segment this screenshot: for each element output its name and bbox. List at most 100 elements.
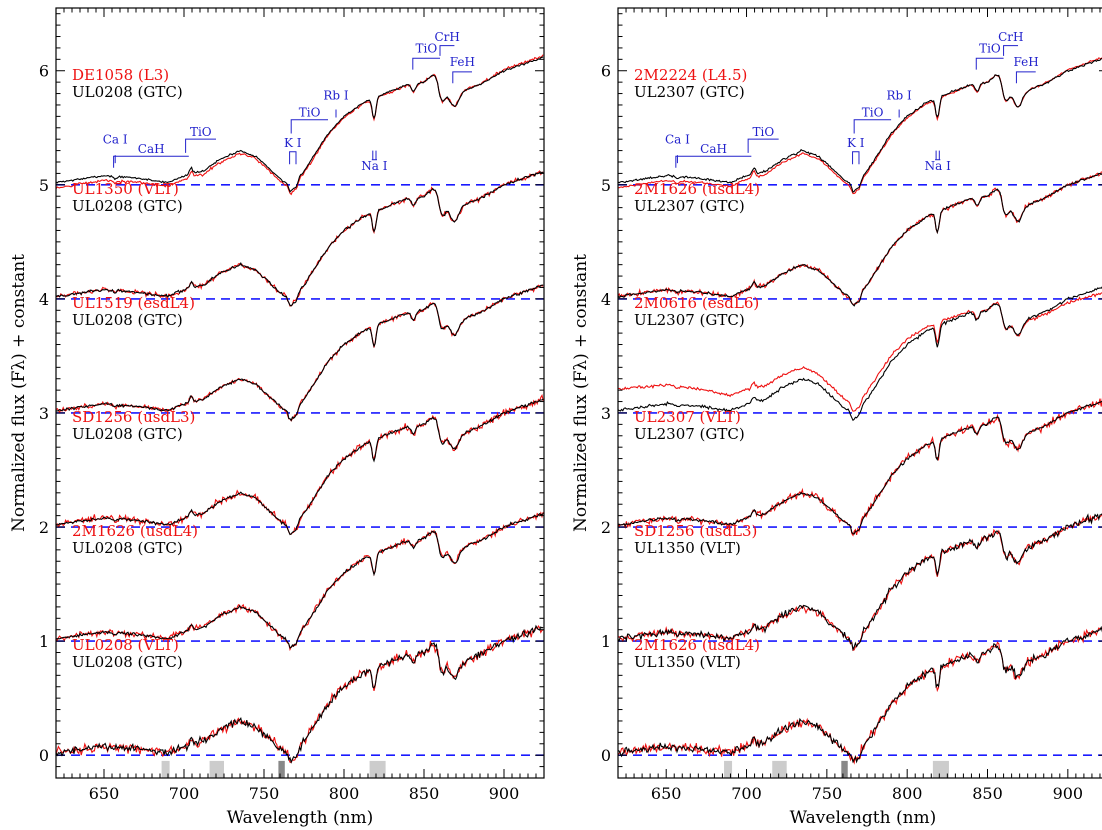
feature-label: TiO: [862, 105, 884, 119]
spectrum-black-4: [56, 171, 544, 307]
feature-label: Na I: [361, 159, 387, 173]
label-black-0: UL0208 (GTC): [72, 653, 183, 671]
feature-7: [975, 57, 1004, 70]
spectrum-black-5: [56, 56, 544, 193]
feature-2: [747, 138, 779, 153]
label-red-2: SD1256 (usdL3): [72, 408, 195, 426]
feature-bracket: [290, 119, 328, 134]
label-red-5: DE1058 (L3): [72, 66, 169, 84]
feature-label: TiO: [753, 125, 775, 139]
y-tick-label-3: 3: [39, 404, 49, 423]
label-red-3: 2M0616 (esdL6): [634, 294, 759, 312]
telluric-band-2: [278, 760, 285, 778]
feature-label: TiO: [979, 41, 1001, 55]
spectrum-red-3: [618, 292, 1102, 412]
y-tick-label-5: 5: [39, 176, 49, 195]
label-black-2: UL0208 (GTC): [72, 425, 183, 443]
label-red-1: SD1256 (usdL3): [634, 522, 757, 540]
telluric-band-1: [772, 760, 787, 778]
x-tick-label-750: 750: [812, 784, 843, 803]
label-black-4: UL0208 (GTC): [72, 197, 183, 215]
label-black-2: UL2307 (GTC): [634, 425, 745, 443]
label-black-0: UL1350 (VLT): [634, 653, 741, 671]
feature-bracket: [852, 151, 860, 165]
feature-8: [1003, 45, 1019, 56]
feature-bracket: [1015, 71, 1036, 84]
tick-marks: [56, 8, 545, 779]
y-tick-label-2: 2: [601, 518, 611, 537]
y-tick-label-4: 4: [39, 290, 49, 309]
feature-3: [289, 151, 297, 165]
y-tick-label-5: 5: [601, 176, 611, 195]
feature-label: K I: [284, 136, 302, 150]
telluric-band-3: [932, 760, 949, 778]
spectrum-black-1: [618, 513, 1102, 652]
telluric-band-0: [724, 760, 733, 778]
plot-area: [56, 54, 544, 778]
y-tick-label-1: 1: [39, 632, 49, 651]
spectrum-black-2: [618, 400, 1102, 535]
y-tick-label-1: 1: [601, 632, 611, 651]
label-red-4: 2M1626 (usdL4): [634, 180, 760, 198]
feature-label: TiO: [299, 105, 321, 119]
feature-bracket: [439, 45, 455, 56]
feature-label: FeH: [1013, 55, 1038, 69]
label-red-0: UL0208 (VLT): [72, 636, 179, 654]
feature-label: TiO: [190, 125, 212, 139]
x-tick-label-850: 850: [409, 784, 440, 803]
label-red-2: UL2307 (VLT): [634, 408, 741, 426]
y-tick-label-0: 0: [39, 746, 49, 765]
spectrum-black-2: [56, 398, 544, 536]
telluric-band-0: [161, 760, 170, 778]
x-tick-label-800: 800: [892, 784, 923, 803]
spectrum-black-0: [56, 624, 544, 764]
y-tick-label-6: 6: [601, 62, 611, 81]
label-black-1: UL1350 (VLT): [634, 539, 741, 557]
feature-9: [1015, 71, 1036, 84]
spectrum-black-3: [618, 286, 1102, 422]
spectrum-red-4: [618, 171, 1102, 306]
feature-8: [439, 45, 455, 56]
x-tick-label-650: 650: [89, 784, 120, 803]
feature-label: Ca I: [103, 133, 128, 147]
telluric-band-2: [841, 760, 848, 778]
spectrum-black-0: [618, 625, 1102, 764]
feature-bracket: [185, 138, 216, 153]
telluric-band-1: [209, 760, 224, 778]
feature-bracket: [747, 138, 779, 153]
feature-bracket: [289, 151, 297, 165]
feature-4: [290, 119, 328, 134]
feature-label: K I: [847, 136, 865, 150]
spectrum-black-3: [56, 284, 544, 422]
label-black-3: UL0208 (GTC): [72, 311, 183, 329]
y-tick-label-2: 2: [39, 518, 49, 537]
spectrum-red-4: [56, 170, 544, 307]
feature-bracket: [113, 155, 189, 168]
left-spectra-panel: DE1058 (L3)UL0208 (GTC)UL1350 (VLT)UL020…: [9, 7, 545, 828]
feature-6: [371, 150, 377, 161]
feature-bracket: [412, 57, 440, 70]
right-spectra-panel: 2M2224 (L4.5)UL2307 (GTC)2M1626 (usdL4)U…: [571, 7, 1102, 828]
label-red-3: UL1519 (esdL4): [72, 294, 195, 312]
feature-label: CrH: [435, 30, 460, 44]
feature-7: [412, 57, 440, 70]
tick-marks: [618, 8, 1102, 779]
label-red-4: UL1350 (VLT): [72, 180, 179, 198]
feature-2: [185, 138, 216, 153]
feature-bracket: [1003, 45, 1019, 56]
feature-bracket: [675, 155, 752, 168]
label-red-0: 2M1626 (usdL4): [634, 636, 760, 654]
feature-1: [675, 155, 752, 168]
label-black-3: UL2307 (GTC): [634, 311, 745, 329]
y-axis-label: Normalized flux (Fλ) + constant: [9, 254, 29, 532]
feature-label: CaH: [138, 142, 165, 156]
feature-label: CaH: [700, 142, 727, 156]
x-tick-label-700: 700: [169, 784, 200, 803]
feature-bracket: [452, 71, 472, 84]
telluric-band-3: [369, 760, 386, 778]
x-tick-label-800: 800: [329, 784, 360, 803]
spectrum-black-1: [56, 512, 544, 649]
y-axis-label: Normalized flux (Fλ) + constant: [571, 254, 591, 532]
label-red-5: 2M2224 (L4.5): [634, 66, 747, 84]
label-black-4: UL2307 (GTC): [634, 197, 745, 215]
